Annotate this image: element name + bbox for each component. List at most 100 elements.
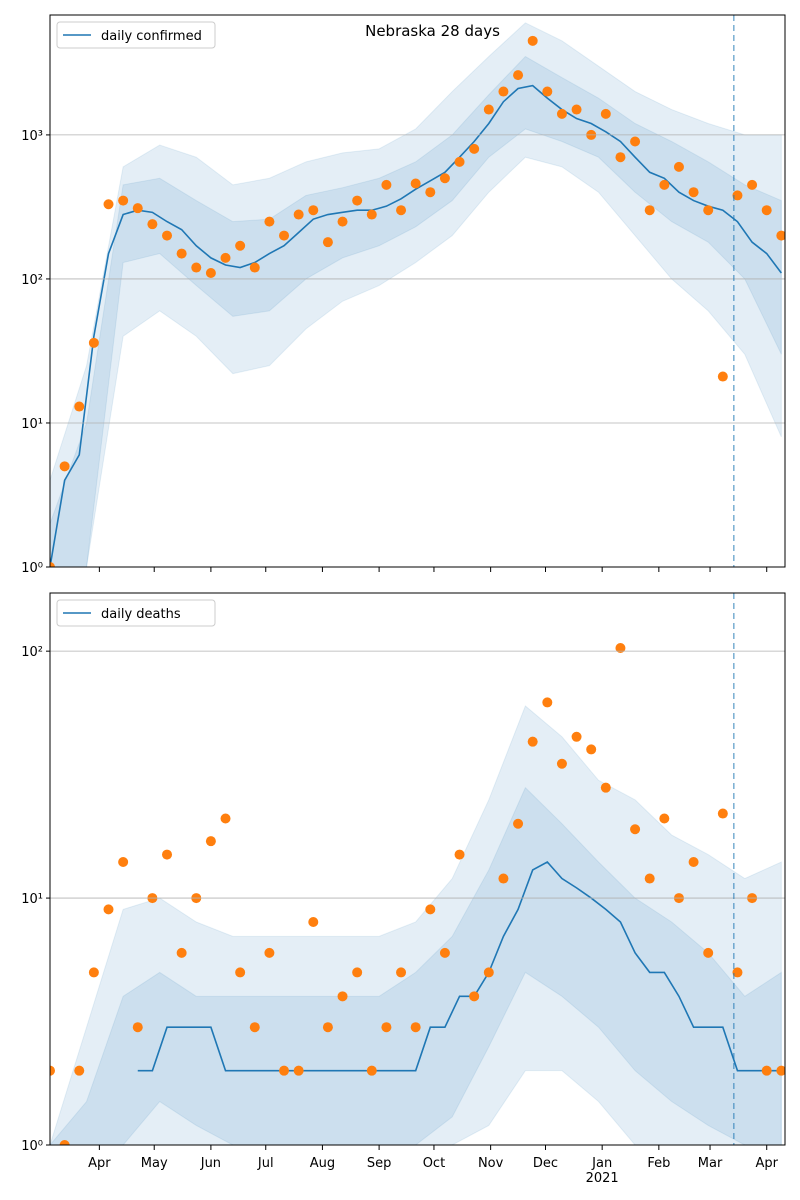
data-point [483,967,494,978]
data-point [132,203,143,214]
x-tick-label: Feb [647,1156,670,1171]
data-point [542,697,553,708]
data-point [293,209,304,220]
data-point [118,195,129,206]
confidence-band [50,786,782,1145]
data-point [235,240,246,251]
data-point [50,562,55,567]
data-point [103,199,114,210]
data-point [776,1065,785,1076]
data-point [571,731,582,742]
data-point [191,262,202,273]
data-point [162,230,173,241]
data-point [498,873,509,884]
y-tick-label: 10⁰ [21,561,43,576]
data-point [688,856,699,867]
x-tick-label: Apr [755,1156,778,1171]
data-point [366,1065,377,1076]
data-point [439,173,450,184]
data-point [176,947,187,958]
data-point [74,1065,85,1076]
data-point [527,736,538,747]
data-point [176,248,187,259]
data-point [513,70,524,81]
series-line [50,84,782,567]
data-point [308,917,319,928]
series-line [137,860,782,1072]
data-point [513,818,524,829]
data-point [59,1140,70,1145]
data-point [732,967,743,978]
legend: daily deaths [56,599,216,627]
data-point [352,967,363,978]
data-point [279,230,290,241]
data-point [425,187,436,198]
y-tick-label: 10² [21,273,43,288]
data-point [352,195,363,206]
data-point [59,461,70,472]
data-point [732,190,743,201]
legend: daily confirmed [56,21,216,49]
data-point [249,262,260,273]
x-tick-label: Aug [310,1156,335,1171]
axes-frame [49,14,786,568]
y-tick-label: 10² [21,645,43,660]
data-point [205,836,216,847]
axes-frame [49,592,786,1146]
data-point [615,642,626,653]
data-point [454,156,465,167]
data-point [264,216,275,227]
data-point [88,337,99,348]
data-point [586,744,597,755]
x-tick-label: Nov [478,1156,504,1171]
data-point [103,904,114,915]
data-point [556,108,567,119]
plot-area [50,22,785,567]
x-tick-label: Apr [88,1156,111,1171]
data-point [717,808,728,819]
data-point [205,267,216,278]
y-tick-label: 10⁰ [21,1139,43,1154]
data-point [747,179,758,190]
data-point [717,371,728,382]
data-point [337,216,348,227]
plot-area [50,642,785,1145]
data-point [673,161,684,172]
data-point [50,1065,55,1076]
data-point [600,782,611,793]
data-point [322,1022,333,1033]
data-point [761,1065,772,1076]
data-point [425,904,436,915]
chart-title: Nebraska 28 days [365,22,500,40]
x-tick-label: May [141,1156,168,1171]
data-point [88,967,99,978]
data-point [162,849,173,860]
confidence-band [50,22,782,567]
x-tick-label: Dec [533,1156,558,1171]
data-point [220,813,231,824]
data-point [600,108,611,119]
data-point [483,104,494,115]
data-point [469,143,480,154]
x-tick-label: Jun [200,1156,221,1171]
data-point [542,86,553,97]
legend-box [56,599,216,627]
data-point [381,179,392,190]
data-point [571,104,582,115]
x-tick-sublabel: 2021 [586,1171,619,1186]
data-point [776,230,785,241]
data-point [498,86,509,97]
data-point [688,187,699,198]
data-point [132,1022,143,1033]
data-point [659,813,670,824]
data-point [220,252,231,263]
data-point [118,856,129,867]
data-point [410,178,421,189]
data-point [322,237,333,248]
data-point [308,205,319,216]
data-point [659,179,670,190]
data-point [644,205,655,216]
confidence-band [50,55,782,567]
